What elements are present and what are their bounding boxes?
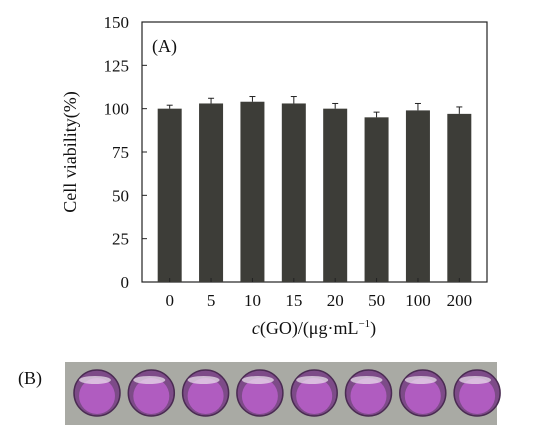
well-2: [127, 369, 176, 417]
well-highlight: [350, 376, 383, 384]
error-bars-group: [166, 96, 463, 118]
well-3: [181, 369, 230, 417]
wells-group: [73, 369, 501, 417]
bar-20: [323, 108, 348, 283]
well-solution: [350, 378, 387, 414]
x-axis-title-main: (GO)/(μg·mL: [260, 318, 359, 339]
well-solution: [404, 378, 441, 414]
bar-200: [447, 113, 472, 282]
well-solution: [241, 378, 278, 414]
well-solution: [79, 378, 115, 414]
x-tick-label-10: 10: [244, 291, 261, 310]
y-tick-label-3: 75: [112, 143, 129, 162]
well-8: [453, 369, 501, 417]
x-tick-label-20: 20: [327, 291, 344, 310]
y-axis-title: Cell viability(%): [60, 91, 81, 212]
x-tick-label-0: 0: [165, 291, 174, 310]
bar-50: [364, 117, 389, 282]
bar-100: [405, 110, 430, 283]
x-axis-title-sup: −1: [358, 318, 370, 330]
x-tick-label-100: 100: [405, 291, 431, 310]
x-tick-label-50: 50: [368, 291, 385, 310]
bar-15: [281, 103, 306, 282]
x-axis-ticks: 0 5 10 15 20 50 100 200: [165, 278, 472, 310]
bar-5: [199, 103, 224, 282]
y-tick-label-4: 100: [104, 100, 130, 119]
well-solution: [133, 378, 170, 414]
y-tick-label-5: 125: [104, 56, 130, 75]
well-highlight: [133, 376, 166, 384]
wells-panel: (B): [18, 362, 501, 425]
y-tick-label-0: 0: [121, 273, 130, 292]
well-highlight: [404, 376, 437, 384]
bar-10: [240, 101, 265, 282]
bars-group: [157, 101, 472, 283]
x-tick-label-5: 5: [207, 291, 216, 310]
well-solution: [296, 378, 333, 414]
panel-b-label: (B): [18, 368, 42, 389]
x-axis-title-italic: c: [252, 318, 260, 338]
well-solution: [187, 378, 224, 414]
bar-0: [157, 108, 182, 283]
x-axis-title: c(GO)/(μg·mL−1): [252, 318, 376, 339]
x-axis-title-close: ): [370, 318, 376, 339]
plot-frame: [141, 21, 488, 283]
well-1: [73, 369, 121, 417]
cell-viability-chart: (A) 0 25 50 75 100 125 150 0 5 10 15 20 50 100 200 Ce…: [60, 13, 488, 339]
well-solution: [459, 378, 496, 414]
well-highlight: [79, 376, 111, 384]
panel-a-label: (A): [152, 36, 177, 57]
well-highlight: [241, 376, 274, 384]
well-7: [399, 369, 447, 417]
x-tick-label-15: 15: [285, 291, 302, 310]
y-axis-ticks: 0 25 50 75 100 125 150: [104, 13, 147, 292]
well-highlight: [459, 376, 492, 384]
y-tick-label-2: 50: [112, 186, 129, 205]
well-highlight: [296, 376, 329, 384]
well-4: [236, 369, 284, 417]
x-tick-label-200: 200: [447, 291, 473, 310]
well-5: [290, 369, 338, 417]
y-tick-label-6: 150: [104, 13, 130, 32]
y-tick-label-1: 25: [112, 230, 129, 249]
well-6: [344, 369, 393, 417]
well-highlight: [187, 376, 220, 384]
